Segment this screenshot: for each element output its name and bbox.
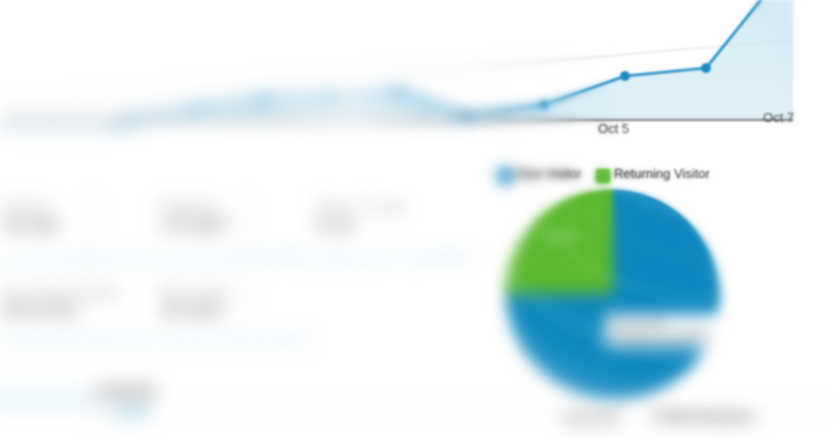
svg-text:26.6%: 26.6% — [546, 231, 577, 243]
